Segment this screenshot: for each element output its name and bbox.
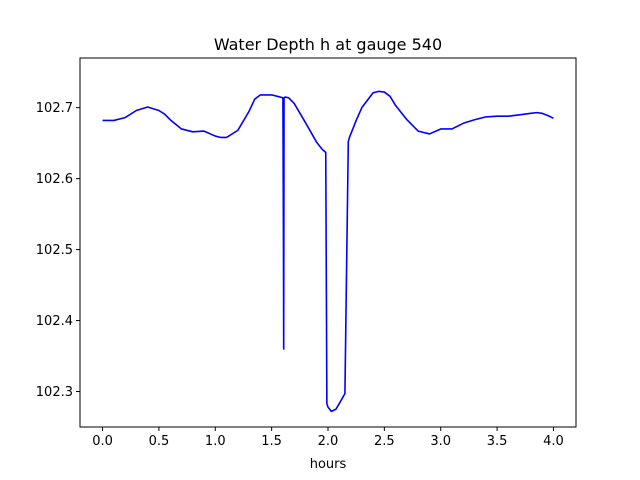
x-axis-label: hours [310,457,347,472]
x-tick-label: 2.0 [318,434,339,449]
x-tick-label: 1.0 [205,434,226,449]
x-tick-label: 1.5 [261,434,282,449]
x-tick-label: 0.5 [149,434,170,449]
y-tick-label: 102.5 [36,243,73,258]
chart-title: Water Depth h at gauge 540 [214,35,442,54]
series-line [102,90,554,413]
x-tick-label: 2.5 [374,434,395,449]
y-tick-label: 102.3 [36,385,73,400]
plot-area: 0.0 0.5 1.0 1.5 2.0 2.5 3.0 3.5 4.0 102.3 102.4 102… [36,57,577,449]
x-tick-label: 0.0 [92,434,113,449]
x-tick-label: 3.0 [430,434,451,449]
x-tick-label: 3.5 [487,434,508,449]
y-tick-label: 102.6 [36,172,73,187]
y-tick-label: 102.7 [36,101,73,116]
y-tick-label: 102.4 [36,314,73,329]
x-tick-label: 4.0 [543,434,564,449]
